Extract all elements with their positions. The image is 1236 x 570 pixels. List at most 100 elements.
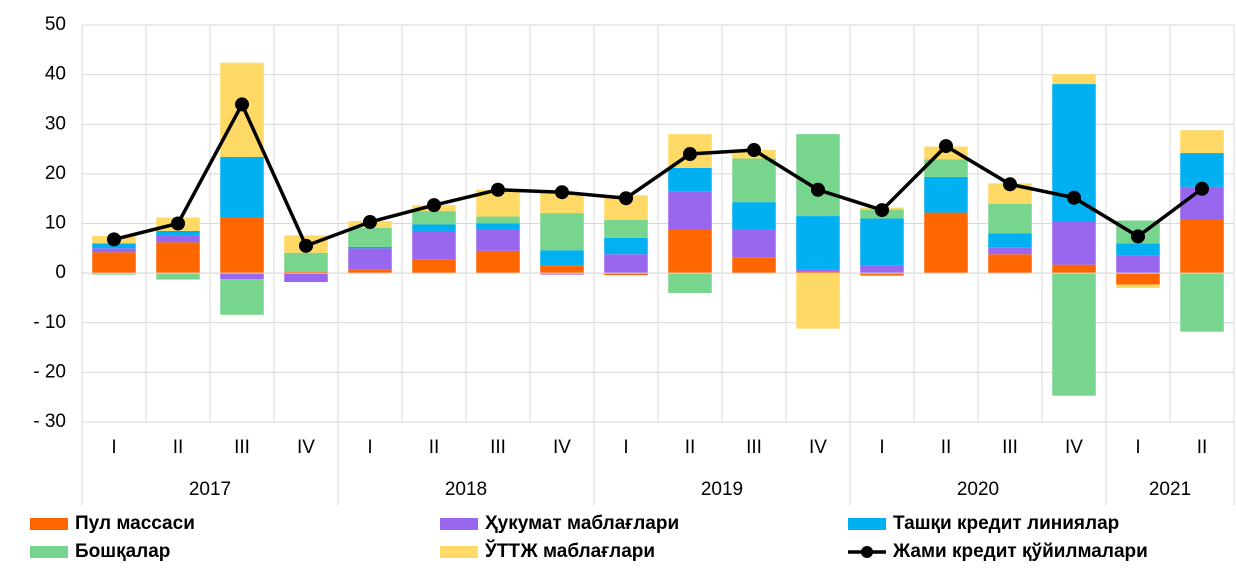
y-tick-label: 50 [45,14,66,35]
bar-segment [1180,130,1224,154]
bar-segment [668,273,712,293]
bar-segment [412,230,456,260]
bar-segment [732,257,776,274]
bar-segment [668,229,712,274]
x-tick-label: I [879,437,884,458]
total-point [299,238,313,253]
y-tick-label: - 30 [33,411,66,432]
bar-segment [796,134,840,217]
total-line [113,100,1204,249]
y-tick-label: 0 [55,262,66,283]
bar-segment [540,250,584,266]
bar-segment [988,183,1032,204]
total-point [747,143,761,158]
bar-segment [796,273,840,329]
bar-segment [604,220,648,238]
bar-segment [604,237,648,255]
bar-segment [1116,243,1160,256]
bar-segment [796,271,840,274]
total-point [235,97,249,112]
bar-segment [860,218,904,266]
bar-segment [988,203,1032,234]
legend-swatch [440,518,478,530]
legend-label: Ҳукумат маблағлари [485,513,679,534]
bar-segment [220,279,264,315]
legend-label: ЎТТЖ маблағлари [484,540,655,562]
bar-segment [732,202,776,230]
bar-segment [220,157,264,218]
bar-segment [1180,273,1224,332]
total-point [811,182,825,197]
total-point [171,216,185,231]
bar-segment [604,254,648,274]
x-tick-label: III [234,437,250,458]
bar-segment [540,192,584,214]
y-tick-label: - 20 [33,361,66,382]
bar-segment [1052,74,1096,85]
legend-swatch [848,518,886,530]
x-tick-label: II [685,437,696,458]
x-tick-label: I [111,437,116,458]
bar-segment [156,273,200,280]
legend-marker [861,546,873,558]
y-tick-label: 20 [45,163,66,184]
bar-segment [924,176,968,213]
bar-segment [348,227,392,247]
bar-segment [860,265,904,274]
bar-segment [540,265,584,274]
bar-segment [1052,264,1096,274]
bar-segment [860,273,904,276]
year-label: 2020 [957,479,999,500]
year-label: 2017 [189,479,231,500]
total-point [1003,177,1017,192]
bar-segment [412,211,456,225]
bar-segment [1180,153,1224,187]
legend-label: Бошқалар [75,541,170,562]
x-tick-label: III [490,437,506,458]
bar-segment [988,254,1032,274]
total-point [1131,229,1145,244]
bar-segment [1116,273,1160,285]
x-tick-label: II [429,437,440,458]
bar-segment [1180,219,1224,274]
bar-segment [924,159,968,177]
bar-segment [988,247,1032,255]
bar-segment [604,273,648,276]
bar-segment [476,250,520,274]
bar-segment [988,233,1032,248]
total-point [875,203,889,218]
total-point [939,139,953,154]
bar-segment [1052,222,1096,265]
bar-segment [732,158,776,203]
y-tick-label: 30 [45,113,66,134]
legend-swatch [30,518,68,530]
bar-segment [732,229,776,258]
x-tick-label: I [623,437,628,458]
x-tick-label: II [1197,437,1208,458]
total-point [1195,181,1209,196]
bar-segment [1116,255,1160,274]
bar-segment [476,223,520,230]
year-label: 2018 [445,479,487,500]
bar-segment [540,273,584,275]
bar-segment [284,271,328,274]
x-tick-label: III [1002,437,1018,458]
total-point [619,191,633,206]
legend-label: Пул массаси [75,513,195,534]
bar-segment [92,252,136,274]
y-tick-label: 10 [45,213,66,234]
bar-segment [156,242,200,274]
bar-segment [796,269,840,272]
legend-swatch [30,546,68,558]
bar-segment [476,216,520,224]
bar-segment [1116,284,1160,289]
year-label: 2019 [701,479,743,500]
bar-segment [540,213,584,251]
bar-segment [348,246,392,249]
y-tick-label: - 10 [33,312,66,333]
bar-segment [284,273,328,283]
bar-segment [796,216,840,270]
bar-segment [924,212,968,274]
x-tick-label: IV [1065,437,1083,458]
